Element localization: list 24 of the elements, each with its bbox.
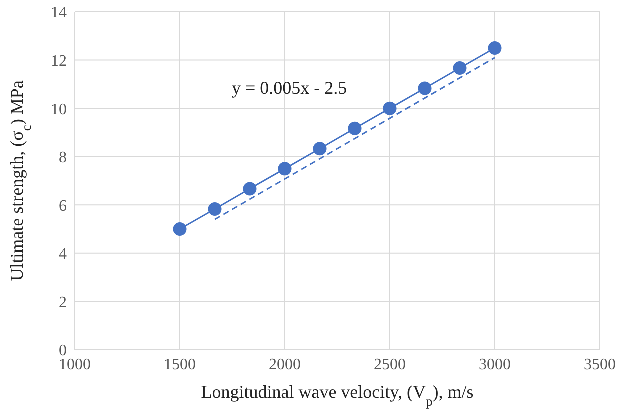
point — [208, 202, 222, 216]
x-tick-label: 3000 — [479, 356, 511, 374]
y-tick-label: 2 — [59, 294, 67, 312]
y-tick-label: 4 — [59, 246, 67, 264]
x-tick-label: 3500 — [584, 356, 616, 374]
y-tick-label: 12 — [51, 52, 67, 70]
y-tick-label: 8 — [59, 150, 67, 167]
x-axis-title: Longitudinal wave velocity, (V$_{p}$), m/s — [201, 382, 474, 408]
point — [243, 182, 257, 196]
point — [348, 122, 362, 136]
point — [383, 102, 397, 116]
y-tick-label: 6 — [59, 198, 67, 215]
point — [488, 41, 502, 55]
annotation: y = 0.005x - 2.5 — [232, 78, 348, 99]
x-tick-label: 2000 — [269, 356, 301, 374]
point — [313, 142, 327, 156]
y-tick-label: 10 — [51, 101, 67, 118]
x-tick-label: 1500 — [164, 356, 196, 374]
point — [453, 62, 467, 76]
y-tick-label: 14 — [51, 4, 67, 22]
point — [278, 162, 292, 176]
point — [173, 222, 187, 236]
point — [418, 82, 432, 96]
x-tick-label: 2500 — [374, 356, 406, 374]
